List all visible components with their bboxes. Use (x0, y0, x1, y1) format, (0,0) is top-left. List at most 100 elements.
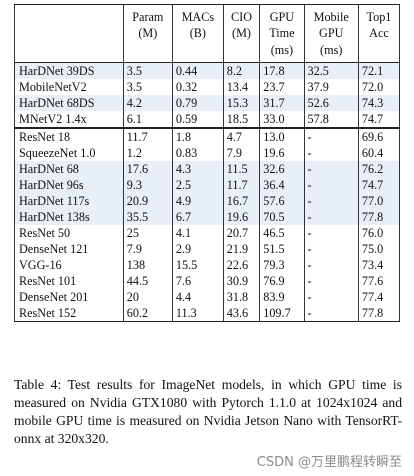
cell-cio: 43.6 (222, 305, 260, 322)
cell-mobile: - (303, 161, 359, 178)
cell-model: MNetV2 1.4x (14, 111, 124, 130)
cell-gpu: 23.7 (259, 79, 305, 96)
watermark: CSDN @万里鹏程转瞬至 (256, 455, 402, 470)
cell-mobile: - (303, 289, 359, 306)
cell-model: ResNet 50 (19, 226, 71, 241)
cell-mobile: - (303, 305, 359, 322)
cell-mobile: 32.5 (303, 62, 359, 80)
cell-cio: 19.6 (222, 209, 260, 226)
cell-gpu: 57.6 (259, 193, 305, 210)
header-cio: CIO (M) (222, 4, 260, 64)
cell-gpu: 32.6 (259, 161, 305, 178)
cell-model: ResNet 101 (19, 274, 77, 289)
cell-mobile: 52.6 (303, 95, 359, 112)
cell-gpu: 70.5 (259, 209, 305, 226)
cell-param: 7.9 (122, 241, 173, 258)
table-row: HarDNet 68DS 4.2 0.79 15.3 31.7 52.6 74.3 (14, 95, 400, 112)
cell-model: HarDNet 138s (14, 209, 124, 226)
cell-macs: 6.7 (171, 209, 224, 226)
cell-param: 4.2 (122, 95, 173, 112)
cell-param: 138 (122, 257, 173, 274)
cell-top1: 77.0 (357, 193, 400, 210)
cell-cio: 11.5 (222, 161, 260, 178)
cell-gpu: 79.3 (259, 257, 305, 274)
cell-cio: 30.9 (222, 273, 260, 290)
cell-cio: 20.7 (222, 225, 260, 242)
cell-macs: 0.79 (171, 95, 224, 112)
cell-model: VGG-16 (19, 258, 62, 273)
cell-gpu: 33.0 (259, 111, 305, 130)
cell-top1: 72.0 (357, 79, 400, 96)
cell-gpu: 31.7 (259, 95, 305, 112)
cell-cio: 4.7 (222, 128, 260, 146)
table-row: MobileNetV2 3.5 0.32 13.4 23.7 37.9 72.0 (15, 79, 400, 96)
cell-cio: 16.7 (222, 193, 260, 210)
cell-cio: 7.9 (222, 145, 260, 162)
cell-mobile: 37.9 (303, 79, 359, 96)
cell-top1: 72.1 (357, 62, 400, 80)
cell-gpu: 13.0 (259, 128, 305, 146)
cell-cio: 18.5 (222, 111, 260, 130)
cell-cio: 15.3 (222, 95, 260, 112)
cell-gpu: 36.4 (259, 177, 305, 194)
cell-macs: 0.32 (171, 79, 224, 96)
cell-top1: 69.6 (357, 128, 400, 146)
results-table-container: Param (M) MACs (B) CIO (M) GPU Time (ms) Mobi… (14, 4, 400, 323)
cell-model: HarDNet 68DS (14, 95, 124, 112)
cell-param: 11.7 (122, 128, 173, 146)
cell-top1: 76.0 (357, 225, 400, 242)
cell-model: HarDNet 39DS (14, 62, 124, 80)
table-row: HarDNet 138s 35.5 6.7 19.6 70.5-77.8 (14, 209, 400, 226)
cell-macs: 4.4 (171, 289, 224, 306)
results-table: Param (M) MACs (B) CIO (M) GPU Time (ms) Mobi… (14, 4, 400, 323)
cell-mobile: - (303, 128, 359, 146)
cell-macs: 1.8 (171, 128, 224, 146)
header-top1-acc: Top1 Acc (357, 4, 400, 64)
cell-mobile: 57.8 (303, 111, 359, 130)
cell-param: 20.9 (122, 193, 173, 210)
table-header-row: Param (M) MACs (B) CIO (M) GPU Time (ms) Mobi… (14, 4, 400, 64)
cell-cio: 8.2 (222, 62, 260, 80)
cell-model: DenseNet 121 (19, 242, 89, 257)
cell-top1: 73.4 (357, 257, 400, 274)
cell-mobile: - (303, 225, 359, 242)
cell-macs: 4.9 (171, 193, 224, 210)
cell-param: 17.6 (122, 161, 173, 178)
cell-model: DenseNet 201 (19, 290, 89, 305)
cell-cio: 22.6 (222, 257, 260, 274)
cell-cio: 13.4 (222, 79, 260, 96)
header-param: Param (M) (122, 4, 173, 64)
cell-top1: 77.6 (357, 273, 400, 290)
table-row: VGG-16 138 15.5 22.6 79.3-73.4 (15, 257, 400, 274)
cell-model: ResNet 152 (19, 306, 77, 321)
table-row: HarDNet 96s 9.3 2.5 11.7 36.4-74.7 (14, 177, 400, 194)
cell-gpu: 109.7 (259, 305, 305, 322)
header-mobile-gpu: Mobile GPU (ms) (303, 4, 359, 64)
cell-gpu: 46.5 (259, 225, 305, 242)
cell-top1: 77.4 (357, 289, 400, 306)
cell-macs: 0.83 (171, 145, 224, 162)
cell-top1: 74.3 (357, 95, 400, 112)
cell-top1: 77.8 (357, 305, 400, 322)
table-row: HarDNet 117s 20.9 4.9 16.7 57.6-77.0 (14, 193, 400, 210)
cell-model: MobileNetV2 (19, 80, 87, 95)
cell-macs: 2.5 (171, 177, 224, 194)
table-row: DenseNet 201 20 4.4 31.8 83.9-77.4 (15, 289, 400, 306)
cell-gpu: 19.6 (259, 145, 305, 162)
cell-macs: 4.1 (171, 225, 224, 242)
cell-gpu: 76.9 (259, 273, 305, 290)
cell-top1: 77.8 (357, 209, 400, 226)
cell-model: ResNet 18 (19, 130, 71, 145)
cell-macs: 15.5 (171, 257, 224, 274)
cell-macs: 7.6 (171, 273, 224, 290)
cell-mobile: - (303, 193, 359, 210)
header-gpu-time: GPU Time (ms) (259, 4, 305, 64)
cell-model: SqueezeNet 1.0 (19, 146, 96, 161)
cell-model: HarDNet 96s (14, 177, 124, 194)
table-row: DenseNet 121 7.9 2.9 21.9 51.5-75.0 (15, 241, 400, 258)
table-row: ResNet 50 25 4.1 20.7 46.5-76.0 (15, 225, 400, 242)
table-row: SqueezeNet 1.0 1.2 0.83 7.9 19.6-60.4 (15, 145, 400, 162)
table-row: ResNet 152 60.2 11.3 43.6 109.7-77.8 (15, 305, 400, 322)
table-row: HarDNet 39DS 3.5 0.44 8.2 17.8 32.5 72.1 (14, 62, 400, 80)
cell-macs: 0.59 (171, 111, 224, 130)
